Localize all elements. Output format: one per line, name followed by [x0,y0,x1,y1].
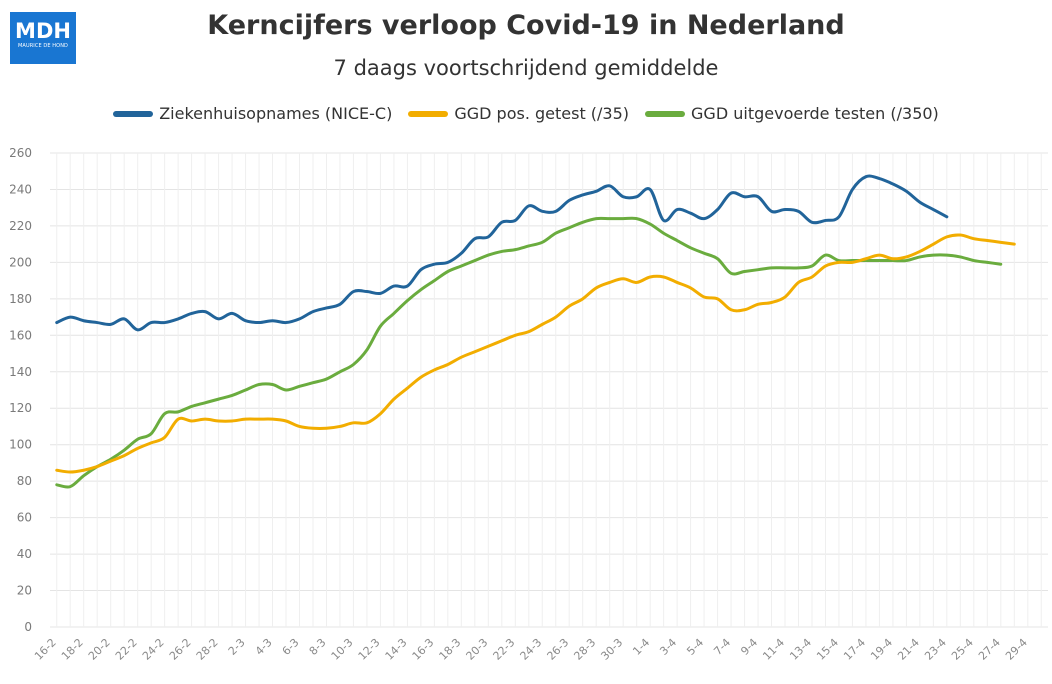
x-tick-label: 11-4 [760,636,787,663]
x-tick-label: 10-3 [329,636,356,663]
x-tick-label: 14-3 [383,636,410,663]
y-tick-label: 100 [9,438,32,452]
y-tick-label: 60 [17,511,32,525]
legend-item-ggd-pos-getest[interactable]: GGD pos. getest (/35) [408,104,629,123]
x-tick-label: 22-2 [113,636,140,663]
legend-label: GGD uitgevoerde testen (/350) [691,104,939,123]
x-tick-label: 1-4 [630,636,652,658]
x-tick-label: 30-3 [598,636,625,663]
legend-swatch [113,110,154,117]
x-tick-label: 21-4 [895,636,922,663]
logo-subtext: MAURICE DE HOND [18,43,68,49]
x-tick-label: 15-4 [814,636,841,663]
x-tick-label: 26-3 [545,636,572,663]
x-tick-label: 2-3 [226,636,248,658]
x-tick-label: 9-4 [738,636,760,658]
y-tick-label: 160 [9,328,32,342]
legend-label: GGD pos. getest (/35) [454,104,630,123]
x-tick-label: 24-3 [518,636,545,663]
x-tick-label: 6-3 [280,636,302,658]
x-tick-label: 17-4 [841,636,868,663]
logo: MDH MAURICE DE HOND [10,12,76,64]
series-line-1 [55,233,1016,474]
logo-text: MDH [15,19,71,43]
x-tick-label: 20-2 [86,636,113,663]
x-tick-label: 26-2 [167,636,194,663]
x-tick-label: 18-3 [437,636,464,663]
y-tick-label: 0 [24,620,32,634]
y-tick-label: 40 [17,547,32,561]
x-tick-label: 18-2 [59,636,86,663]
x-tick-label: 3-4 [657,636,679,658]
y-tick-label: 20 [17,584,32,598]
chart-subtitle: 7 daags voortschrijdend gemiddelde [333,56,719,80]
x-tick-label: 8-3 [307,636,329,658]
x-tick-label: 22-3 [491,636,518,663]
x-tick-label: 25-4 [949,636,976,663]
y-tick-label: 220 [9,219,32,233]
x-tick-label: 27-4 [976,636,1003,663]
x-tick-label: 12-3 [356,636,383,663]
x-tick-label: 16-2 [32,636,59,663]
legend-label: Ziekenhuisopnames (NICE-C) [159,104,393,123]
y-tick-label: 140 [9,365,32,379]
y-tick-label: 260 [9,146,32,160]
y-tick-label: 240 [9,182,32,196]
legend-item-ziekenhuisopnames[interactable]: Ziekenhuisopnames (NICE-C) [113,104,392,123]
x-tick-label: 7-4 [711,636,733,658]
x-tick-label: 19-4 [868,636,895,663]
chart-title: Kerncijfers verloop Covid-19 in Nederlan… [207,10,845,41]
y-tick-label: 80 [17,474,32,488]
legend-swatch [408,110,449,117]
legend-swatch [645,110,686,117]
x-tick-label: 5-4 [684,636,706,658]
legend-item-ggd-uitgevoerde-testen[interactable]: GGD uitgevoerde testen (/350) [645,104,939,123]
y-tick-label: 200 [9,255,32,269]
chart-legend: Ziekenhuisopnames (NICE-C) GGD pos. gete… [0,104,1052,123]
x-tick-label: 13-4 [787,636,814,663]
y-tick-label: 180 [9,292,32,306]
x-tick-label: 20-3 [464,636,491,663]
x-tick-label: 23-4 [922,636,949,663]
x-tick-label: 28-3 [571,636,598,663]
x-tick-label: 24-2 [140,636,167,663]
x-tick-label: 4-3 [253,636,275,658]
x-tick-label: 16-3 [410,636,437,663]
series-line-0 [55,174,949,332]
y-tick-label: 120 [9,401,32,415]
x-tick-label: 28-2 [194,636,221,663]
x-tick-label: 29-4 [1003,636,1030,663]
